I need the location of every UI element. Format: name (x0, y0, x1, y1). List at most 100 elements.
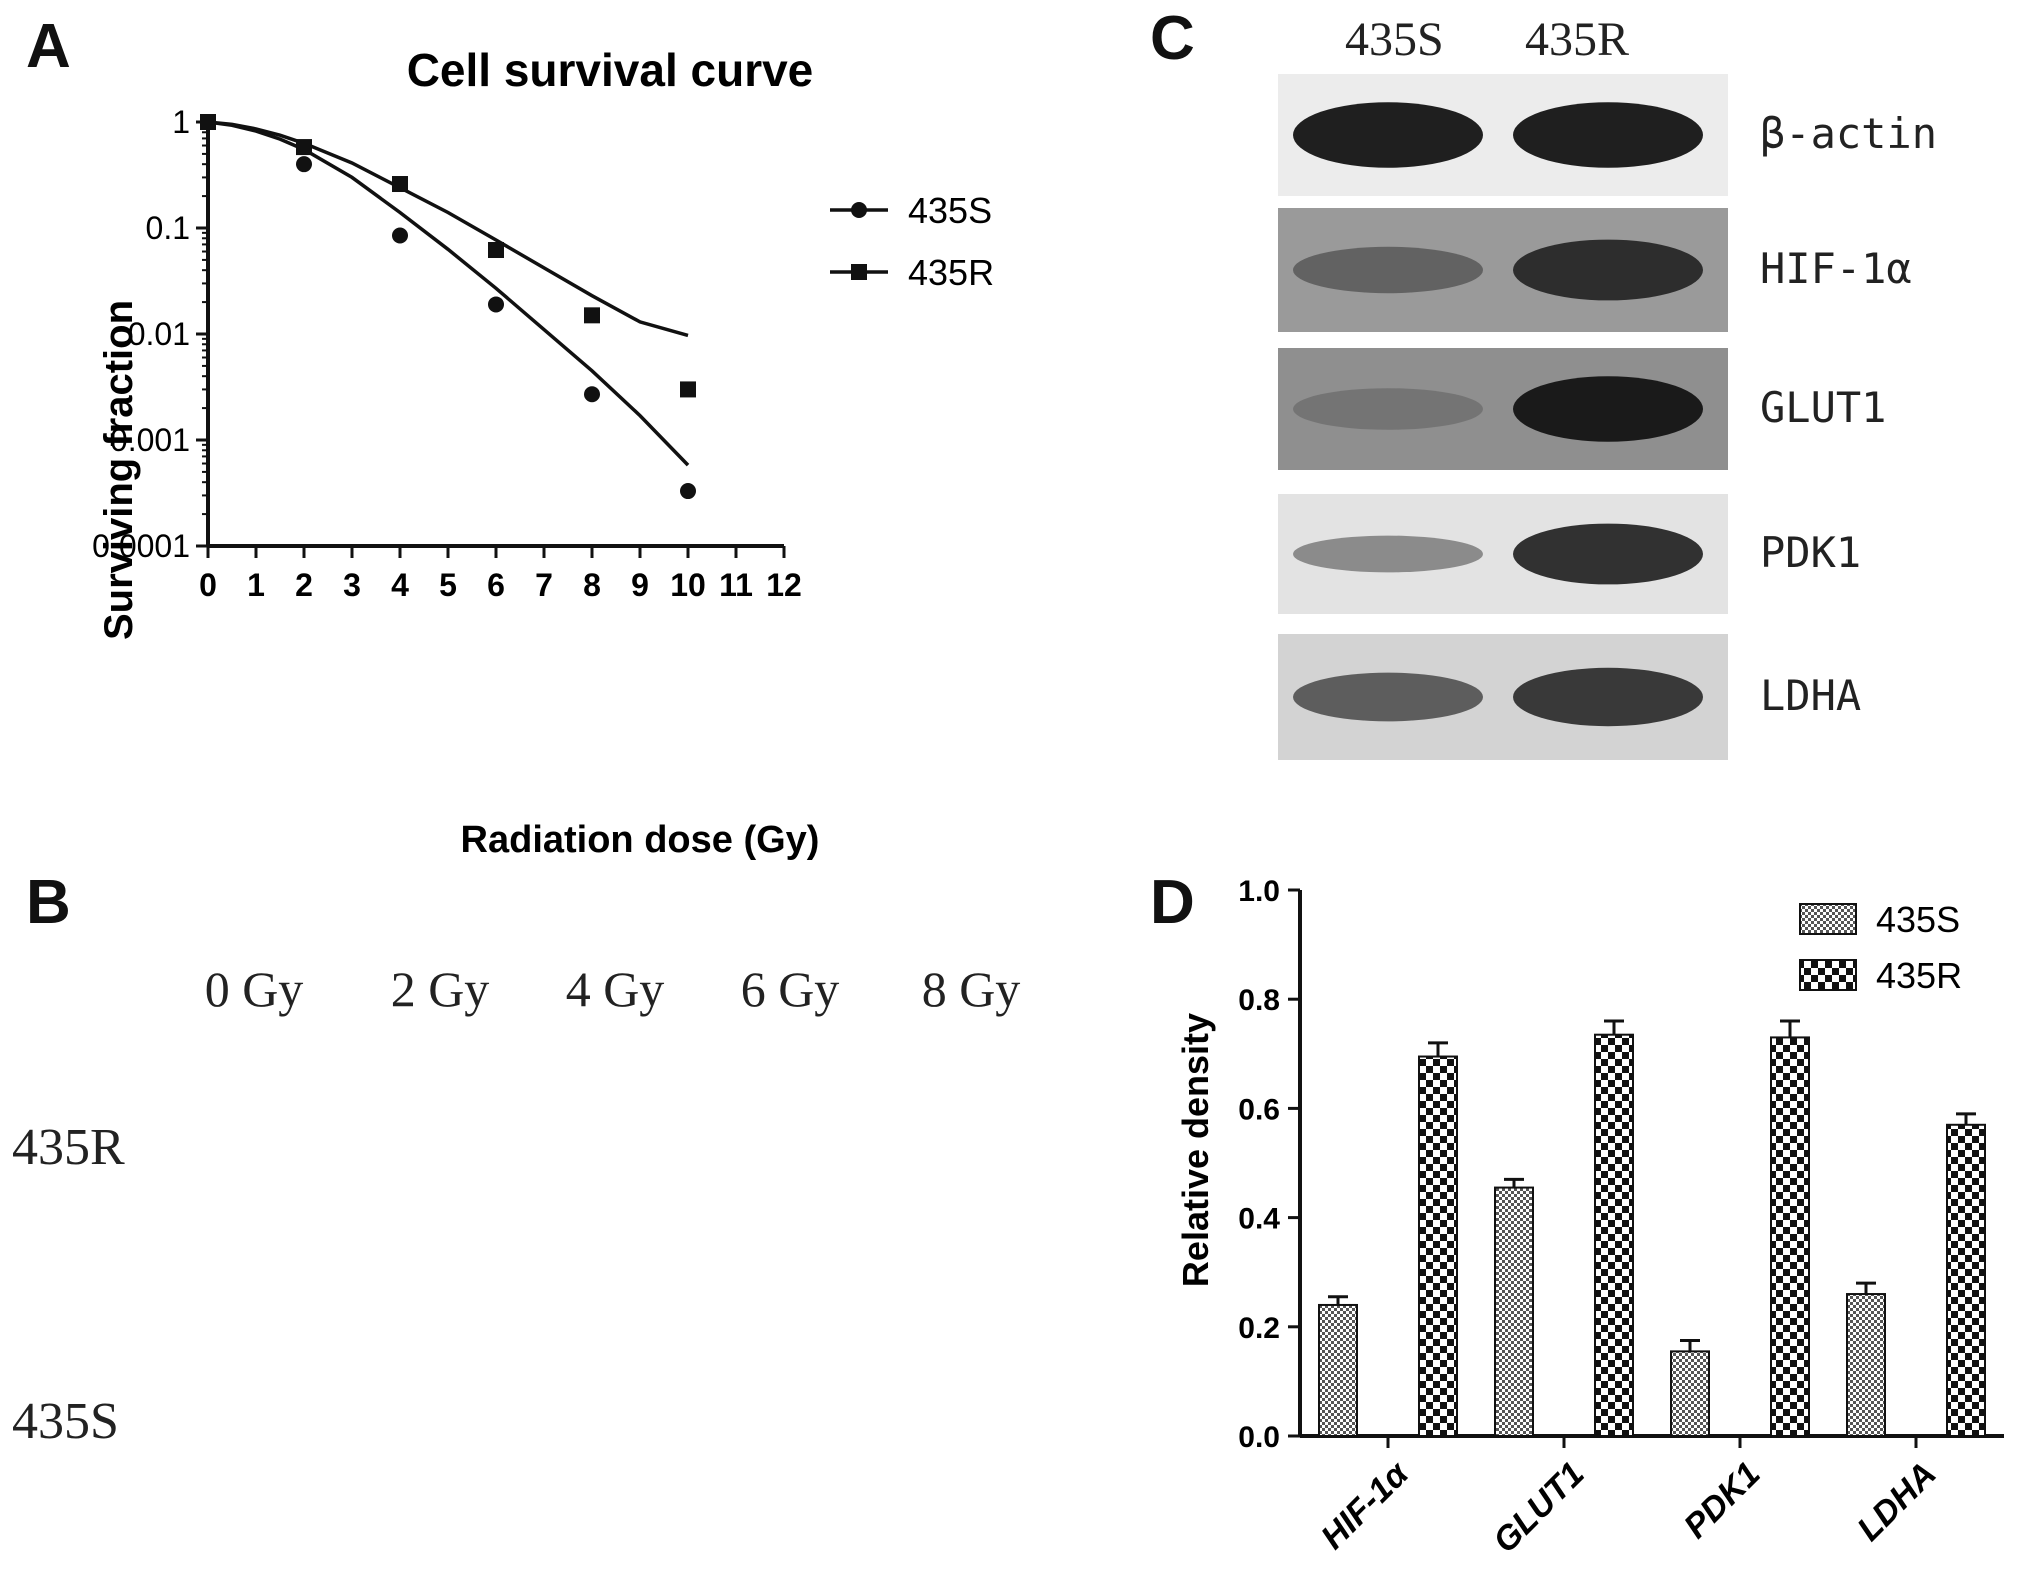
colony-row-label-435r: 435R (12, 1119, 125, 1176)
x-tick-label: 11 (719, 567, 753, 603)
panel-letter-d: D (1150, 868, 1195, 937)
point-435r (680, 381, 696, 398)
x-tick-label: 2 (295, 567, 313, 603)
blot-protein-label: PDK1 (1760, 528, 1862, 577)
density-bars (1318, 1019, 1986, 1438)
panel-letter-c: C (1150, 4, 1195, 73)
survival-x-axis-label: Radiation dose (Gy) (461, 819, 820, 861)
bar-435r (1418, 1055, 1458, 1437)
point-435s (488, 296, 504, 313)
blot-protein-label: HIF-1α (1760, 244, 1912, 293)
dose-label: 6 Gy (740, 961, 840, 1017)
blot-lane-label-435s: 435S (1345, 13, 1444, 66)
fit-line-435s (207, 120, 690, 467)
y-tick-label: 1 (172, 104, 190, 140)
bar-435s (1318, 1303, 1358, 1437)
blot-lane-label-435r: 435R (1525, 13, 1630, 66)
colony-row-label-435s: 435S (12, 1393, 119, 1450)
blot-band (1293, 672, 1483, 722)
blot-strip (1278, 494, 1728, 614)
x-tick-label: 10 (670, 567, 706, 603)
blot-protein-label: GLUT1 (1760, 383, 1887, 432)
bar-435s (1494, 1186, 1534, 1437)
survival-chart-title: Cell survival curve (407, 44, 814, 96)
blot-strip (1278, 348, 1728, 470)
legend-label-435s: 435S (908, 190, 992, 231)
y-tick-label: 0.01 (128, 316, 190, 352)
survival-data-points (200, 114, 696, 500)
density-y-tick-label: 0.6 (1238, 1093, 1280, 1126)
x-tick-label: 8 (583, 567, 601, 603)
relative-density-chart: Relative density 0.0 0.2 0.4 0.6 0.8 1.0 HIF-1… (1175, 875, 2004, 1561)
density-y-tick-label: 0.0 (1238, 1421, 1280, 1454)
dose-label: 2 Gy (390, 961, 490, 1017)
blot-strip (1278, 208, 1728, 332)
point-435s (392, 227, 408, 244)
bar-435r (1770, 1036, 1810, 1437)
density-category-label: GLUT1 (1486, 1455, 1592, 1561)
blot-band (1293, 102, 1483, 168)
point-435r (200, 114, 216, 130)
blot-band (1293, 388, 1483, 430)
dose-label: 8 Gy (921, 961, 1021, 1017)
bar-435s (1670, 1350, 1710, 1437)
density-legend: 435S 435R (1799, 899, 1962, 996)
x-tick-label: 5 (439, 567, 457, 603)
blot-band (1513, 102, 1703, 168)
blot-band (1513, 523, 1703, 585)
point-435r (584, 307, 600, 324)
bar-435r (1946, 1123, 1986, 1437)
dose-label: 4 Gy (565, 961, 665, 1017)
panel-letter-a: A (26, 12, 71, 81)
legend-marker-435r (851, 264, 867, 280)
point-435r (392, 176, 408, 193)
point-435s (584, 386, 600, 403)
legend-label-435r: 435R (908, 252, 994, 293)
panel-letter-b: B (26, 868, 71, 937)
density-legend-label-435r: 435R (1876, 955, 1962, 996)
fit-line-435r (207, 120, 689, 338)
blot-strip (1278, 634, 1728, 760)
survival-fit-lines (207, 120, 690, 467)
density-y-tick-label: 1.0 (1238, 875, 1280, 908)
survival-curve-chart: Cell survival curve Surviving fraction R… (92, 44, 994, 861)
blot-band (1293, 246, 1483, 294)
blot-band (1513, 376, 1703, 442)
x-tick-label: 1 (247, 567, 265, 603)
y-tick-label: 0.0001 (92, 528, 190, 564)
density-y-tick-label: 0.2 (1238, 1312, 1280, 1345)
dose-label: 0 Gy (204, 961, 304, 1017)
density-category-label: LDHA (1850, 1455, 1944, 1549)
bar-435s (1846, 1293, 1886, 1438)
density-legend-swatch-435s (1799, 903, 1857, 935)
density-y-axis-label: Relative density (1175, 1013, 1216, 1287)
x-tick-label: 6 (487, 567, 505, 603)
survival-y-axis-label: Surviving fraction (97, 300, 141, 640)
survival-legend: 435S 435R (830, 190, 994, 293)
density-legend-label-435s: 435S (1876, 899, 1960, 940)
x-tick-label: 3 (343, 567, 361, 603)
point-435r (488, 242, 504, 259)
density-y-tick-label: 0.4 (1238, 1203, 1280, 1236)
point-435s (296, 156, 312, 173)
point-435s (680, 483, 696, 500)
density-legend-swatch-435r (1799, 959, 1857, 991)
x-tick-label: 0 (199, 567, 217, 603)
y-tick-label: 0.1 (146, 210, 190, 246)
x-tick-label: 7 (535, 567, 553, 603)
density-category-label: HIF-1α (1314, 1453, 1417, 1556)
x-tick-label: 4 (391, 567, 409, 603)
point-435r (296, 139, 312, 156)
blot-band (1513, 667, 1703, 727)
x-tick-label: 9 (631, 567, 649, 603)
bar-435r (1594, 1033, 1634, 1437)
y-tick-label: 0.001 (110, 422, 190, 458)
blot-protein-label: LDHA (1760, 671, 1862, 720)
blot-protein-label: β-actin (1760, 109, 1938, 158)
blot-strip (1278, 74, 1728, 196)
blot-band (1513, 239, 1703, 301)
density-y-tick-label: 0.8 (1238, 984, 1280, 1017)
density-category-label: PDK1 (1677, 1455, 1768, 1546)
blot-band (1293, 535, 1483, 573)
